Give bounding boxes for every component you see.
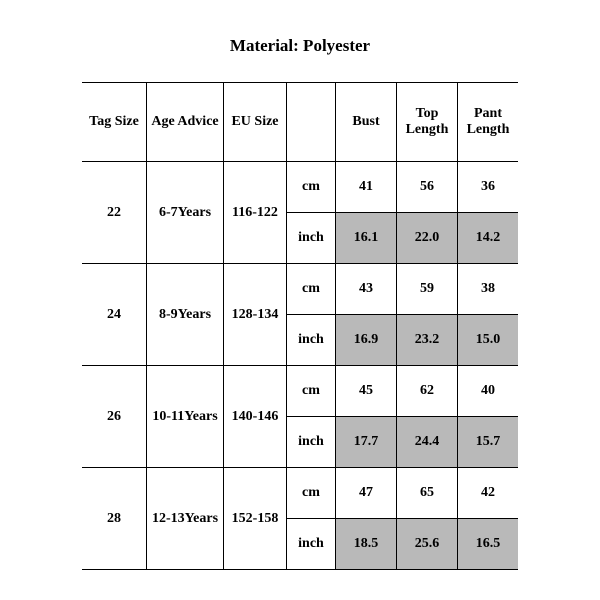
cell: 10-11Years [147,366,224,468]
cell: 24.4 [397,417,458,468]
cell: 16.5 [458,519,519,570]
cell: 25.6 [397,519,458,570]
cell: 36 [458,162,519,213]
cell: 42 [458,468,519,519]
col-bust: Bust [336,83,397,162]
cell: inch [287,417,336,468]
cell: 152-158 [224,468,287,570]
cell: 128-134 [224,264,287,366]
cell: 116-122 [224,162,287,264]
cell: inch [287,519,336,570]
cell: 40 [458,366,519,417]
cell: 22.0 [397,213,458,264]
cell: 140-146 [224,366,287,468]
cell: cm [287,162,336,213]
col-age-advice: Age Advice [147,83,224,162]
cell: 18.5 [336,519,397,570]
cell: 6-7Years [147,162,224,264]
size-table: Tag Size Age Advice EU Size Bust Top Len… [82,82,518,570]
cell: cm [287,264,336,315]
col-unit [287,83,336,162]
cell: 56 [397,162,458,213]
cell: 23.2 [397,315,458,366]
cell: 8-9Years [147,264,224,366]
cell: 38 [458,264,519,315]
cell: 15.7 [458,417,519,468]
cell: 12-13Years [147,468,224,570]
cell: 17.7 [336,417,397,468]
cell: inch [287,213,336,264]
col-top-length: Top Length [397,83,458,162]
table-body: 226-7Years116-122cm415636inch16.122.014.… [82,162,518,570]
cell: 14.2 [458,213,519,264]
table-row: 248-9Years128-134cm435938 [82,264,518,315]
cell: 65 [397,468,458,519]
cell: inch [287,315,336,366]
col-pant-length: Pant Length [458,83,519,162]
cell: 28 [82,468,147,570]
cell: cm [287,366,336,417]
cell: 59 [397,264,458,315]
cell: 26 [82,366,147,468]
cell: 15.0 [458,315,519,366]
table-row: 2812-13Years152-158cm476542 [82,468,518,519]
cell: 41 [336,162,397,213]
cell: 62 [397,366,458,417]
table-row: 2610-11Years140-146cm456240 [82,366,518,417]
cell: 22 [82,162,147,264]
col-tag-size: Tag Size [82,83,147,162]
cell: cm [287,468,336,519]
cell: 43 [336,264,397,315]
cell: 16.1 [336,213,397,264]
cell: 24 [82,264,147,366]
table-row: 226-7Years116-122cm415636 [82,162,518,213]
cell: 16.9 [336,315,397,366]
header-row: Tag Size Age Advice EU Size Bust Top Len… [82,83,518,162]
title: Material: Polyester [0,36,600,56]
cell: 47 [336,468,397,519]
col-eu-size: EU Size [224,83,287,162]
cell: 45 [336,366,397,417]
